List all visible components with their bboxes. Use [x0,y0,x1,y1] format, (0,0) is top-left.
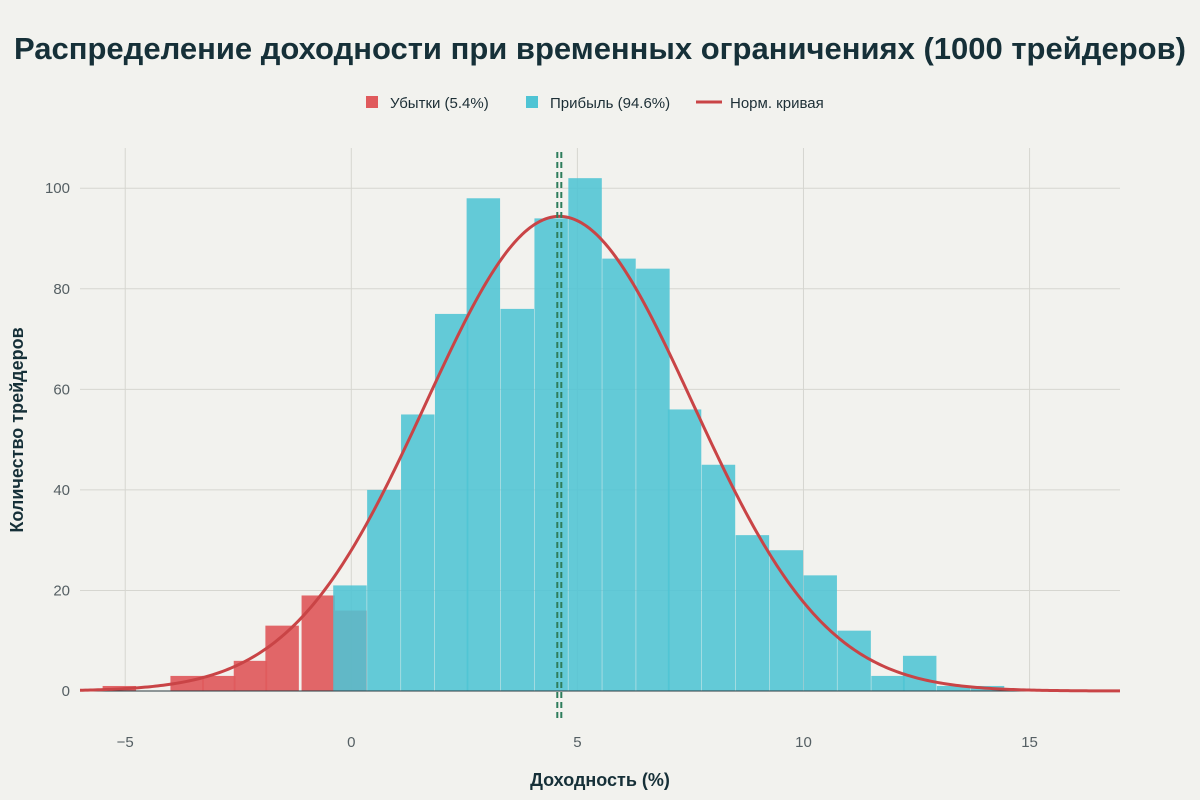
y-tick-label: 80 [53,281,70,298]
bar-profit [466,198,501,691]
histogram-bars [80,178,1120,692]
bar-profit [871,675,905,691]
y-tick-label: 0 [62,683,70,700]
y-tick-label: 40 [53,482,70,499]
bar-profit [367,489,401,691]
legend-item-label: Норм. кривая [730,95,824,112]
x-tick-label: −5 [117,734,134,751]
legend-item-label: Прибыль (94.6%) [550,95,670,112]
bar-profit [667,409,702,691]
y-tick-label: 60 [53,381,70,398]
bar-profit [434,313,469,691]
x-tick-label: 15 [1021,734,1038,751]
y-axis-label: Количество трейдеров [7,327,27,532]
legend-swatch [526,96,538,108]
bar-profit [534,218,568,691]
legend: Убытки (5.4%) Прибыль (94.6%) Норм. кривая [366,95,824,112]
bar-loss [301,595,336,691]
y-axis: 0 20 40 60 80 100 [45,180,70,700]
bar-profit [401,414,435,691]
bar-profit [568,178,602,691]
x-axis-label: Доходность (%) [530,770,670,790]
mean-line [556,152,563,722]
bar-loss [202,675,236,691]
normal-curve [79,214,1121,693]
bar-profit [902,655,937,691]
x-axis: −5 0 5 10 15 [117,734,1038,751]
legend-swatch [366,96,378,108]
x-tick-label: 0 [347,734,355,751]
x-tick-label: 10 [795,734,812,751]
bar-profit [936,685,971,691]
bar-profit [500,308,534,691]
bar-profit [333,585,367,691]
bar-profit [701,464,736,691]
bar-profit [769,550,804,691]
y-tick-label: 20 [53,582,70,599]
legend-item-label: Убытки (5.4%) [390,95,489,112]
x-tick-label: 5 [573,734,581,751]
normal-curve-line [79,214,1121,693]
bar-profit [735,535,770,691]
y-tick-label: 100 [45,180,70,197]
bar-profit [636,268,670,691]
chart-title: Распределение доходности при временных о… [14,31,1186,66]
bar-profit [602,258,636,691]
